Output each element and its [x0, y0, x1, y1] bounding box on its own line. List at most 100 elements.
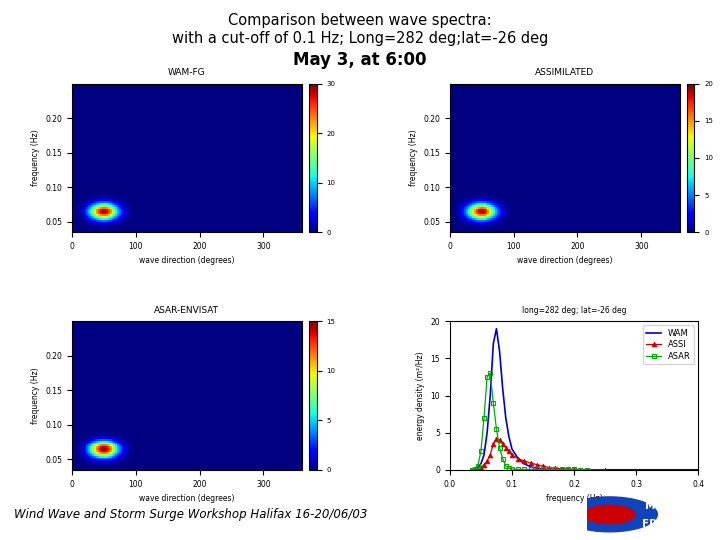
- ASAR: [582, 467, 591, 473]
- Y-axis label: frequency (Hz): frequency (Hz): [31, 367, 40, 424]
- ASAR: [470, 466, 479, 472]
- WAM: [495, 348, 504, 354]
- WAM: [470, 466, 479, 472]
- ASSI: [467, 467, 476, 473]
- WAM: [520, 461, 528, 467]
- WAM: [483, 429, 492, 436]
- ASAR: [492, 426, 500, 432]
- ASAR: [526, 466, 535, 472]
- ASSI: [514, 455, 523, 462]
- ASSI: [557, 465, 566, 472]
- ASAR: [501, 463, 510, 469]
- ASSI: [483, 457, 492, 464]
- X-axis label: wave direction (degrees): wave direction (degrees): [139, 256, 235, 266]
- WAM: [508, 446, 516, 452]
- Circle shape: [562, 497, 657, 532]
- ASSI: [480, 461, 488, 468]
- WAM: [570, 467, 578, 473]
- ASSI: [582, 467, 591, 473]
- ASAR: [557, 466, 566, 472]
- WAM: [632, 467, 641, 473]
- WAM: [486, 392, 495, 399]
- WAM: [576, 467, 585, 473]
- WAM: [545, 466, 554, 472]
- ASSI: [489, 441, 498, 447]
- ASAR: [477, 448, 485, 455]
- WAM: [467, 467, 476, 473]
- ASSI: [505, 448, 513, 455]
- X-axis label: wave direction (degrees): wave direction (degrees): [517, 256, 613, 266]
- ASSI: [539, 463, 547, 469]
- ASAR: [514, 466, 523, 472]
- ASSI: [492, 435, 500, 442]
- Title: WAM-FG: WAM-FG: [168, 69, 206, 77]
- ASSI: [601, 467, 610, 473]
- Text: Comparison between wave spectra:: Comparison between wave spectra:: [228, 14, 492, 29]
- WAM: [498, 385, 507, 392]
- ASAR: [533, 466, 541, 472]
- Y-axis label: energy density (m²/Hz): energy density (m²/Hz): [416, 351, 425, 440]
- ASAR: [486, 370, 495, 376]
- WAM: [477, 461, 485, 467]
- Title: ASSIMILATED: ASSIMILATED: [535, 69, 594, 77]
- ASSI: [570, 466, 578, 472]
- WAM: [526, 463, 535, 470]
- ASAR: [564, 466, 572, 472]
- WAM: [514, 455, 523, 462]
- ASSI: [526, 460, 535, 467]
- WAM: [564, 467, 572, 473]
- ASSI: [501, 444, 510, 451]
- ASAR: [570, 466, 578, 472]
- ASSI: [576, 467, 585, 473]
- Line: ASSI: ASSI: [469, 436, 608, 472]
- Y-axis label: frequency (Hz): frequency (Hz): [408, 130, 418, 186]
- WAM: [533, 465, 541, 471]
- ASAR: [467, 467, 476, 473]
- Text: with a cut-off of 0.1 Hz; Long=282 deg;lat=-26 deg: with a cut-off of 0.1 Hz; Long=282 deg;l…: [172, 31, 548, 46]
- ASSI: [477, 464, 485, 471]
- ASAR: [483, 374, 492, 380]
- ASAR: [545, 466, 554, 472]
- Legend: WAM, ASSI, ASAR: WAM, ASSI, ASAR: [643, 326, 694, 364]
- ASSI: [474, 466, 482, 472]
- WAM: [539, 466, 547, 472]
- Title: long=282 deg; lat=-26 deg: long=282 deg; lat=-26 deg: [522, 306, 626, 315]
- X-axis label: wave direction (degrees): wave direction (degrees): [139, 494, 235, 503]
- WAM: [663, 467, 672, 473]
- Y-axis label: frequency (Hz): frequency (Hz): [31, 130, 40, 186]
- ASSI: [551, 465, 559, 471]
- ASSI: [545, 464, 554, 471]
- ASSI: [470, 466, 479, 472]
- ASAR: [474, 463, 482, 469]
- WAM: [480, 451, 488, 458]
- Line: ASAR: ASAR: [469, 371, 589, 472]
- ASAR: [539, 466, 547, 472]
- ASAR: [480, 415, 488, 421]
- WAM: [551, 467, 559, 473]
- WAM: [694, 467, 703, 473]
- Circle shape: [584, 505, 635, 524]
- ASAR: [520, 466, 528, 472]
- ASSI: [495, 437, 504, 443]
- ASSI: [508, 451, 516, 458]
- Line: WAM: WAM: [472, 329, 698, 470]
- ASAR: [495, 444, 504, 451]
- WAM: [501, 415, 510, 421]
- Text: FRANCE: FRANCE: [642, 519, 688, 529]
- Text: Wind Wave and Storm Surge Workshop Halifax 16-20/06/03: Wind Wave and Storm Surge Workshop Halif…: [14, 508, 368, 521]
- ASSI: [520, 457, 528, 464]
- ASAR: [489, 400, 498, 406]
- Text: METEO: METEO: [644, 501, 685, 511]
- ASSI: [533, 461, 541, 468]
- WAM: [489, 340, 498, 347]
- ASSI: [564, 466, 572, 472]
- ASAR: [551, 466, 559, 472]
- WAM: [582, 467, 591, 473]
- WAM: [505, 433, 513, 440]
- Title: ASAR-ENVISAT: ASAR-ENVISAT: [154, 306, 220, 315]
- Text: May 3, at 6:00: May 3, at 6:00: [293, 51, 427, 69]
- WAM: [492, 326, 500, 332]
- ASAR: [505, 465, 513, 471]
- ASSI: [498, 441, 507, 447]
- X-axis label: frequency (Hz): frequency (Hz): [546, 494, 603, 503]
